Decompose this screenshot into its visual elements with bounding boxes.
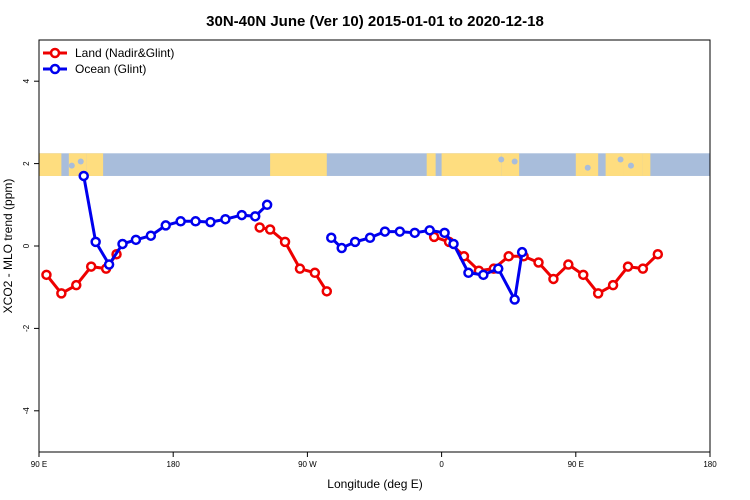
data-point [652, 248, 664, 260]
data-point [160, 220, 171, 231]
axes: 90 E 180 90 W 0 90 E 180 -4 -2 0 2 4 [22, 39, 717, 469]
chart-title: 30N-40N June (Ver 10) 2015-01-01 to 2020… [206, 13, 544, 30]
legend-marker [49, 47, 61, 59]
data-point [516, 246, 528, 258]
data-point [279, 236, 291, 248]
data-point [264, 224, 276, 235]
data-point [637, 263, 649, 274]
map-land [575, 153, 599, 176]
map-land [270, 153, 327, 176]
series-line [433, 235, 659, 295]
data-point [364, 232, 376, 244]
x-tick-label: 0 [439, 460, 444, 469]
data-point [130, 234, 142, 246]
data-point [249, 211, 261, 222]
map-land [39, 153, 62, 176]
legend-marker [49, 63, 61, 75]
data-point [71, 279, 82, 291]
data-point [321, 286, 333, 297]
map-water-patch [77, 158, 84, 165]
data-point [294, 263, 306, 274]
data-point [578, 269, 589, 281]
map-land [86, 153, 104, 176]
data-point [478, 269, 489, 281]
data-point [592, 288, 604, 299]
map-water-patch [498, 156, 505, 163]
x-tick-label: 180 [703, 460, 717, 469]
data-point [145, 230, 157, 241]
legend-entry: Ocean (Glint) [75, 62, 146, 76]
series-layer [41, 170, 664, 305]
data-point [448, 238, 459, 250]
data-point [41, 269, 52, 281]
y-tick-label: 2 [22, 161, 31, 166]
series-line [82, 175, 269, 267]
data-point [326, 232, 337, 244]
data-point [503, 251, 514, 262]
map-water-patch [617, 156, 624, 163]
data-point [409, 227, 421, 239]
map-land [441, 153, 502, 176]
data-point [254, 222, 265, 233]
data-point [85, 261, 97, 272]
data-point [336, 242, 347, 254]
data-point [309, 267, 321, 279]
data-point [379, 226, 391, 237]
data-point [509, 294, 520, 305]
data-point [205, 216, 216, 228]
data-point [236, 209, 248, 221]
series-land [41, 222, 664, 299]
data-point [533, 257, 544, 268]
data-point [607, 279, 619, 291]
x-tick-label: 90 W [298, 460, 317, 469]
y-tick-label: 4 [22, 78, 31, 83]
world-map-band [39, 153, 710, 176]
series-ocean [78, 170, 528, 305]
map-land [501, 153, 520, 176]
series-line [259, 225, 329, 293]
map-water-patch [584, 164, 591, 171]
legend: Land (Nadir&Glint) Ocean (Glint) [43, 46, 174, 76]
data-point [103, 259, 115, 270]
x-tick-label: 180 [167, 460, 181, 469]
map-water-patch [511, 158, 518, 165]
x-axis-label: Longitude (deg E) [327, 477, 422, 491]
data-point [261, 199, 273, 211]
data-point [439, 227, 450, 239]
data-point [78, 170, 89, 182]
x-tick-label: 90 E [31, 460, 47, 469]
x-tick-label: 90 E [568, 460, 584, 469]
y-tick-label: -2 [22, 324, 31, 332]
y-tick-label: -4 [22, 407, 31, 415]
map-land [426, 153, 436, 176]
data-point [90, 236, 101, 248]
plot-frame [38, 39, 711, 453]
map-land [642, 153, 651, 176]
data-point [394, 226, 406, 237]
data-point [56, 288, 67, 299]
data-point [349, 236, 361, 248]
data-point [548, 273, 559, 285]
data-point [622, 261, 634, 272]
data-point [175, 216, 186, 227]
y-axis-label: XCO2 - MLO trend (ppm) [1, 179, 15, 314]
data-point [493, 263, 504, 274]
data-point [117, 238, 128, 250]
y-tick-label: 0 [22, 243, 31, 248]
map-ocean [39, 153, 710, 176]
data-point [424, 225, 435, 236]
legend-entry: Land (Nadir&Glint) [75, 46, 174, 60]
data-point [220, 213, 231, 225]
data-point [190, 216, 201, 227]
map-water-patch [68, 162, 75, 169]
data-point [463, 267, 474, 279]
map-water-patch [627, 162, 634, 169]
data-point [563, 259, 574, 270]
